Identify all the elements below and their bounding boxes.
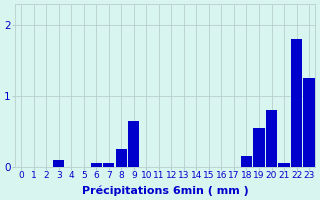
Bar bbox=[253, 128, 265, 167]
Bar bbox=[103, 163, 115, 167]
Bar bbox=[303, 78, 315, 167]
Bar bbox=[266, 110, 277, 167]
X-axis label: Précipitations 6min ( mm ): Précipitations 6min ( mm ) bbox=[82, 185, 249, 196]
Bar bbox=[128, 121, 140, 167]
Bar bbox=[278, 163, 290, 167]
Bar bbox=[241, 156, 252, 167]
Bar bbox=[291, 39, 302, 167]
Bar bbox=[91, 163, 102, 167]
Bar bbox=[53, 160, 64, 167]
Bar bbox=[116, 149, 127, 167]
